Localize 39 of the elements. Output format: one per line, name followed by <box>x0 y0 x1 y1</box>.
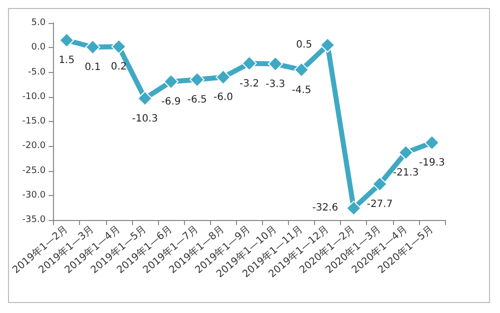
point <box>216 70 231 85</box>
point <box>59 32 74 48</box>
data-label: -19.3 <box>419 158 445 169</box>
data-label: -6.5 <box>187 94 207 106</box>
data-label: -6.9 <box>161 96 181 108</box>
point <box>346 200 362 216</box>
point <box>111 39 126 54</box>
point <box>164 74 179 90</box>
data-label: -6.0 <box>213 92 233 104</box>
point <box>242 56 257 71</box>
data-label: 0.2 <box>110 62 127 73</box>
y-tick-label: -25.0 <box>22 166 46 176</box>
point <box>424 135 440 150</box>
data-label: -3.2 <box>240 78 260 90</box>
y-tick-label: -5.0 <box>28 67 46 78</box>
point <box>294 62 309 78</box>
data-label: -3.3 <box>266 78 286 90</box>
point <box>137 90 152 106</box>
y-tick-label: 0.0 <box>31 42 46 53</box>
data-label: 0.1 <box>84 62 101 74</box>
point <box>398 145 414 160</box>
y-tick-label: 5.0 <box>31 18 46 28</box>
point <box>372 176 388 192</box>
data-label: -10.3 <box>132 113 158 124</box>
point <box>85 40 100 55</box>
point <box>320 38 336 53</box>
y-tick-label: -30.0 <box>22 190 46 200</box>
y-tick-label: -35.0 <box>22 215 46 225</box>
data-label: 1.5 <box>58 55 75 66</box>
data-label: -4.5 <box>292 84 312 96</box>
y-tick-label: -20.0 <box>22 141 46 152</box>
data-label: 0.5 <box>296 40 312 51</box>
data-label: -27.7 <box>366 199 393 210</box>
y-tick-label: -10.0 <box>22 92 46 102</box>
y-tick-label: -15.0 <box>22 116 46 126</box>
point <box>268 56 283 72</box>
point <box>190 72 205 88</box>
data-label: -21.3 <box>392 168 419 179</box>
data-label: -32.6 <box>312 202 338 214</box>
